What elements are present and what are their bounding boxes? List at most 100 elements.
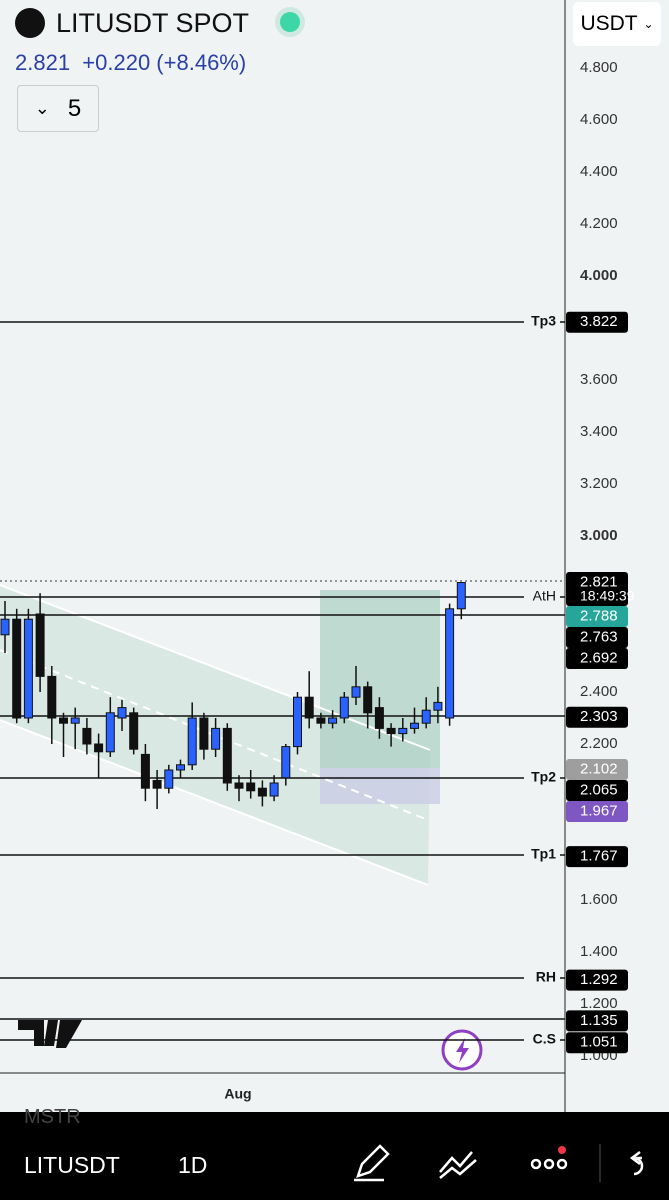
axis-tick-label: 4.200 bbox=[580, 215, 618, 232]
level-label-bg bbox=[524, 769, 560, 787]
candle-body bbox=[35, 613, 45, 677]
toolbar-interval[interactable]: 1D bbox=[178, 1152, 208, 1178]
level-label: RH bbox=[536, 969, 556, 985]
price-badge-text: 1.767 bbox=[580, 848, 618, 865]
candle-body bbox=[234, 782, 244, 789]
axis-tick-label: 4.000 bbox=[580, 267, 618, 284]
indicator-toggle[interactable]: ⌄ 5 bbox=[17, 85, 99, 132]
indicator-count: 5 bbox=[67, 94, 82, 122]
candle-body bbox=[164, 769, 174, 789]
axis-tick-label: 3.400 bbox=[580, 423, 618, 440]
price-badge bbox=[566, 969, 628, 991]
price-badge-text: 1.292 bbox=[580, 971, 618, 988]
candle-body bbox=[59, 717, 68, 724]
candle-body bbox=[304, 696, 314, 719]
axis-tick-label: 3.200 bbox=[580, 475, 618, 492]
notification-dot bbox=[558, 1146, 566, 1154]
price-badge bbox=[566, 311, 628, 333]
axis-tick-label: 1.200 bbox=[580, 995, 618, 1012]
candle-body bbox=[269, 782, 279, 797]
candle-body bbox=[152, 779, 162, 789]
candle-body bbox=[140, 753, 150, 789]
price-row: 2.821 +0.220 (+8.46%) bbox=[15, 50, 246, 76]
axis-tick-label: 3.600 bbox=[580, 371, 618, 388]
price-badge bbox=[566, 800, 628, 822]
candle-body bbox=[421, 709, 431, 724]
price-badge bbox=[566, 779, 628, 801]
level-label-bg bbox=[524, 1031, 560, 1049]
level-label-bg bbox=[524, 313, 560, 331]
time-label: Aug bbox=[224, 1086, 251, 1102]
candle-body bbox=[445, 608, 455, 719]
price-badge bbox=[566, 648, 628, 670]
candle-body bbox=[363, 686, 373, 714]
price-badge bbox=[566, 1010, 628, 1032]
axis-tick-label: 2.400 bbox=[580, 683, 618, 700]
level-label: Tp2 bbox=[531, 769, 556, 785]
candle-body bbox=[105, 712, 115, 753]
candle-body bbox=[47, 675, 57, 719]
level-label: Tp1 bbox=[531, 846, 556, 862]
candle-body bbox=[70, 717, 80, 724]
candle-body bbox=[433, 701, 443, 711]
candle-body bbox=[82, 727, 92, 745]
channel-top bbox=[0, 584, 431, 751]
axis-tick-label: 4.800 bbox=[580, 59, 618, 76]
candle-body bbox=[199, 717, 209, 750]
axis-tick-label: 2.200 bbox=[580, 735, 618, 752]
chevron: ⌄ bbox=[34, 98, 50, 118]
candle-body bbox=[94, 743, 104, 753]
price-badge-text: 2.303 bbox=[580, 708, 618, 725]
lightning-icon bbox=[456, 1038, 469, 1063]
candle-body bbox=[316, 717, 326, 724]
price-badge-text: 2.821 bbox=[580, 574, 618, 591]
candle-body bbox=[176, 764, 185, 771]
toolbar-icons bbox=[354, 1144, 644, 1182]
candle-body bbox=[129, 712, 139, 750]
candle-body bbox=[456, 582, 466, 610]
candle-body bbox=[187, 717, 197, 766]
toolbar: MSTR LITUSDT 1D bbox=[0, 1106, 669, 1200]
level-label: C.S bbox=[533, 1031, 556, 1047]
price-badge bbox=[566, 606, 628, 628]
draw-icon[interactable] bbox=[354, 1144, 390, 1182]
price-badge bbox=[566, 706, 628, 728]
currency-select[interactable]: USDT ⌄ bbox=[573, 2, 661, 46]
candle-body bbox=[386, 727, 396, 735]
candle-body bbox=[246, 782, 256, 792]
target-zone bbox=[320, 590, 440, 768]
candle-body bbox=[12, 618, 22, 719]
level-label: AtH bbox=[533, 588, 556, 604]
level-label-bg bbox=[524, 846, 560, 864]
back-icon[interactable] bbox=[629, 1151, 644, 1176]
candle-body bbox=[211, 727, 221, 750]
status-dot bbox=[280, 12, 300, 32]
watchlist-prev: MSTR bbox=[24, 1106, 81, 1128]
price-badge-text: 1.967 bbox=[580, 802, 618, 819]
price-change: +0.220 (+8.46%) bbox=[82, 50, 247, 75]
last-price: 2.821 bbox=[15, 50, 71, 75]
price-badge-text: 2.692 bbox=[580, 650, 618, 667]
candle-body bbox=[398, 727, 408, 735]
candle-body bbox=[0, 618, 10, 636]
candle-body bbox=[410, 722, 419, 729]
price-badge-text: 1.135 bbox=[580, 1012, 618, 1029]
price-badge-text: 3.822 bbox=[580, 313, 618, 330]
candle-body bbox=[222, 727, 232, 784]
price-badge bbox=[566, 758, 628, 780]
axis-tick-label: 4.400 bbox=[580, 163, 618, 180]
currency: USDT bbox=[580, 12, 638, 35]
symbol-title: LITUSDT SPOT bbox=[56, 8, 250, 38]
price-badge-text: 2.788 bbox=[580, 608, 618, 625]
candle-body bbox=[117, 707, 127, 719]
candle-body bbox=[374, 707, 384, 729]
tv-logo bbox=[18, 1020, 82, 1048]
price-badge-text: 2.102 bbox=[580, 760, 618, 777]
stop-zone bbox=[320, 768, 440, 804]
level-label-bg bbox=[524, 588, 560, 606]
toolbar-symbol[interactable]: LITUSDT bbox=[24, 1152, 120, 1178]
lines-icon[interactable] bbox=[439, 1151, 477, 1179]
more-icon[interactable] bbox=[530, 1158, 568, 1170]
